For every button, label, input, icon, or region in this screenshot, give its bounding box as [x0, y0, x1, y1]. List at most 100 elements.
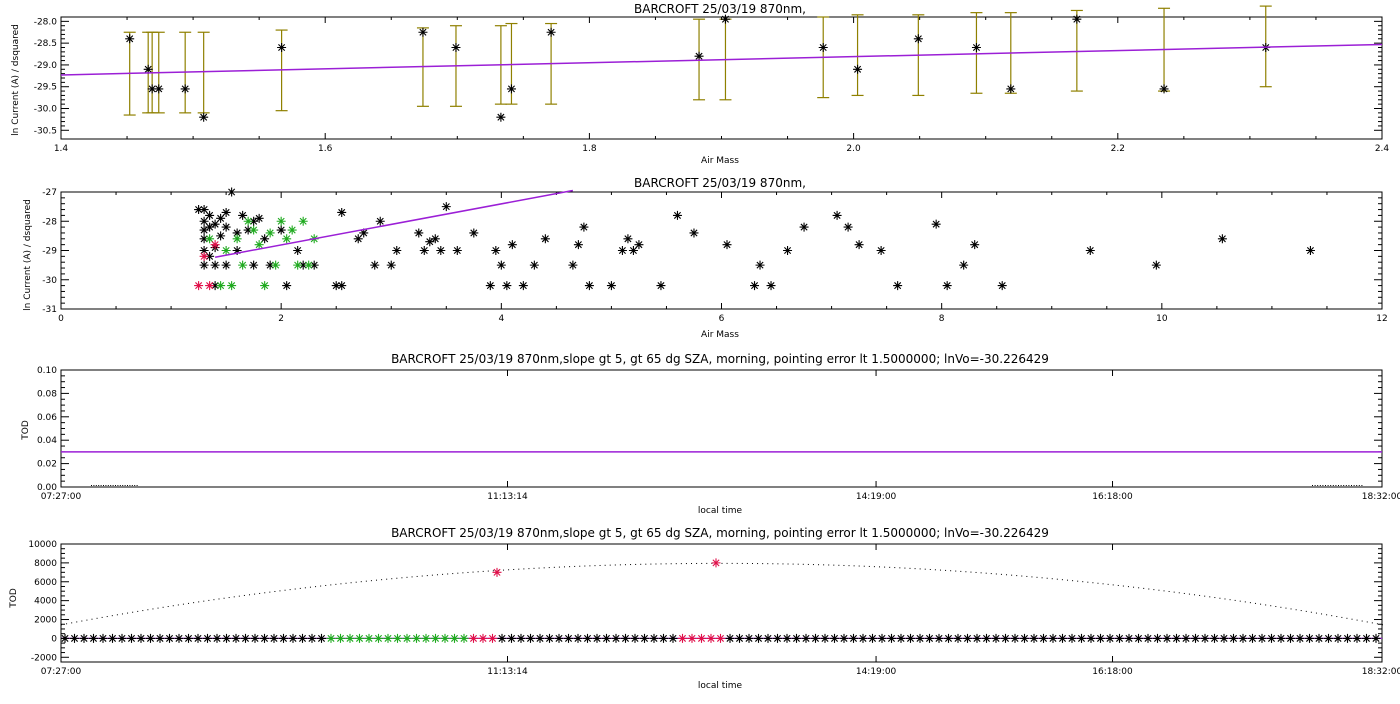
curve-dot — [381, 579, 383, 581]
curve-dot — [873, 566, 875, 568]
baseline-point — [640, 633, 649, 643]
curve-dot — [208, 599, 210, 601]
curve-dot — [259, 592, 261, 594]
curve-dot — [508, 569, 510, 571]
data-point-green — [232, 234, 242, 244]
curve-dot — [955, 570, 957, 572]
panel-2-ytick-label: -29 — [42, 247, 57, 257]
data-point — [656, 281, 666, 291]
data-point — [672, 210, 682, 220]
data-point — [205, 251, 215, 261]
data-point — [469, 228, 479, 238]
data-point — [876, 246, 886, 255]
baseline-point — [298, 633, 307, 643]
curve-dot — [624, 564, 626, 566]
curve-dot — [1097, 582, 1099, 584]
data-point — [750, 281, 760, 291]
curve-dot — [960, 570, 962, 572]
data-point — [1085, 246, 1095, 255]
data-point-green — [249, 225, 259, 235]
curve-dot — [833, 564, 835, 566]
data-point — [1006, 84, 1016, 94]
data-point — [720, 14, 730, 24]
curve-dot — [320, 585, 322, 587]
baseline-point — [630, 633, 640, 643]
curve-dot — [675, 563, 677, 565]
panel-1-frame — [60, 16, 1383, 140]
curve-dot — [1341, 616, 1343, 618]
curve-dot — [1382, 624, 1383, 626]
baseline-point — [260, 633, 269, 643]
baseline-point — [925, 633, 934, 643]
data-point — [199, 225, 209, 235]
baseline-point — [763, 633, 773, 643]
baseline-dot — [1338, 485, 1339, 486]
baseline-point — [706, 633, 716, 643]
data-point — [1072, 14, 1082, 24]
panel-4-xtick-label: 18:32:00 — [1362, 667, 1400, 677]
panel-2-ytick-label: -27 — [42, 188, 57, 198]
curve-dot — [818, 564, 820, 566]
data-point — [205, 222, 215, 232]
data-point — [628, 246, 638, 255]
data-point — [502, 281, 512, 291]
baseline-point — [279, 633, 288, 643]
curve-dot — [188, 602, 190, 604]
curve-dot — [650, 563, 652, 565]
data-point — [265, 260, 275, 270]
panel-4-ytick-label: 0 — [51, 634, 57, 644]
curve-dot — [116, 614, 118, 616]
curve-dot — [1219, 597, 1221, 599]
data-point — [689, 228, 699, 238]
data-point — [722, 240, 732, 250]
curve-dot — [1204, 595, 1206, 597]
panel-4-ylabel: TOD — [9, 588, 19, 609]
curve-dot — [1265, 604, 1267, 606]
baseline-point — [1020, 633, 1029, 643]
curve-dot — [96, 617, 98, 619]
curve-dot — [767, 563, 769, 565]
baseline-point — [288, 633, 298, 643]
data-point — [249, 260, 259, 270]
data-point — [375, 216, 385, 226]
curve-dot — [447, 573, 449, 575]
curve-dot — [360, 581, 362, 583]
curve-dot — [1366, 621, 1368, 623]
baseline-dot — [1314, 485, 1316, 486]
baseline-dot — [93, 485, 95, 486]
panel-1-xtick-label: 2.2 — [1111, 144, 1125, 154]
curve-dot — [594, 565, 596, 567]
data-point-green — [221, 246, 231, 255]
curve-dot — [985, 572, 987, 574]
curve-dot — [721, 562, 723, 564]
curve-dot — [1290, 608, 1292, 610]
data-point — [766, 281, 776, 291]
curve-dot — [101, 616, 103, 618]
baseline-dot — [110, 485, 112, 486]
data-point — [832, 210, 842, 220]
curve-dot — [167, 606, 169, 608]
baseline-point — [89, 633, 98, 643]
curve-dot — [574, 565, 576, 567]
curve-dot — [1168, 590, 1170, 592]
curve-dot — [416, 575, 418, 577]
data-point — [370, 260, 380, 270]
baseline-dot — [1327, 485, 1329, 486]
data-point — [238, 210, 248, 220]
panel-3-xtick-label: 16:18:00 — [1092, 492, 1133, 502]
baseline-dot — [124, 485, 126, 486]
baseline-point — [1029, 633, 1039, 643]
curve-dot — [1102, 583, 1104, 585]
baseline-dot — [1319, 485, 1321, 486]
curve-dot — [990, 573, 992, 575]
panel-2-xtick-label: 8 — [939, 314, 945, 324]
baseline-point — [1077, 633, 1086, 643]
curve-dot — [792, 563, 794, 565]
baseline-point — [906, 633, 915, 643]
curve-dot — [995, 573, 997, 575]
baseline-point — [953, 633, 963, 643]
curve-dot — [335, 583, 337, 585]
baseline-point — [1210, 633, 1219, 643]
data-point — [221, 222, 231, 232]
baseline-point — [269, 633, 279, 643]
